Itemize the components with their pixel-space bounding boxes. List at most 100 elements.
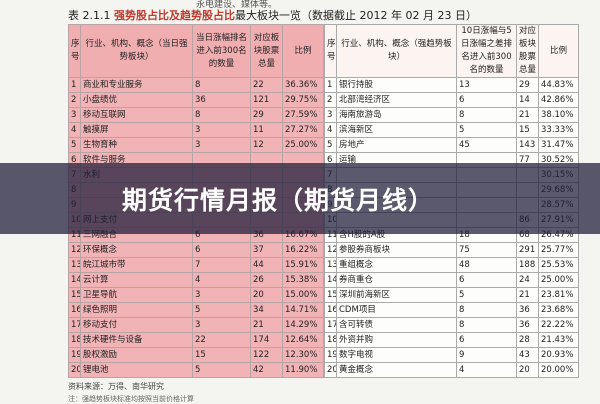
table-row: 1 银行持股 13 29 44.83% <box>324 77 579 93</box>
table-cell: 12 <box>324 242 337 258</box>
table-row: 18外资并购62821.43% <box>324 332 579 348</box>
table-cell: 20 <box>68 362 81 378</box>
table-cell: 卫星导航 <box>80 287 193 303</box>
table-cell: 23.81% <box>538 287 579 303</box>
table-cell: 291 <box>516 242 539 258</box>
table-row: 5 生物育种 3 12 25.00% <box>68 137 324 153</box>
table-row: 12环保概念63716.22% <box>68 242 324 258</box>
table-row: 3 移动互联网 8 29 27.59% <box>68 107 324 123</box>
table-cell: 8 <box>456 317 517 333</box>
table-cell: 皖江城市带 <box>80 257 193 273</box>
table-cell: 21.43% <box>538 332 579 348</box>
column-header: 10日涨幅与5日涨幅之差排名进入前300名的数量 <box>456 24 517 78</box>
table-row: 17含可转债83622.22% <box>324 317 579 333</box>
table-cell: 75 <box>456 242 517 258</box>
table-row: 12参股券商板块7529125.77% <box>324 242 579 258</box>
table-cell: 21 <box>516 107 539 123</box>
table-row: 2 北部湾经济区 6 14 42.86% <box>324 92 579 108</box>
table-cell: 1 <box>68 77 81 93</box>
table-cell: 移动互联网 <box>80 107 193 123</box>
table-cell: 银行持股 <box>336 77 457 93</box>
top-note: 永电建设、媒体等。 <box>196 0 278 10</box>
table-row: 19股权激励1512212.30% <box>68 347 324 363</box>
table-cell: 绿色照明 <box>80 302 193 318</box>
table-cell: 15.00% <box>282 287 324 303</box>
column-header: 序号 <box>68 24 81 78</box>
table-cell: 18 <box>324 332 337 348</box>
table-cell: 6 <box>192 242 251 258</box>
table-cell: 20.00% <box>538 362 579 378</box>
table-cell: 3 <box>68 107 81 123</box>
table-cell: 22 <box>250 77 283 93</box>
table-row: 16CDM项目83623.68% <box>324 302 579 318</box>
table-cell: 参股券商板块 <box>336 242 457 258</box>
footnote: 注：强趋势板块标准均按照当前价格计算 <box>68 395 194 403</box>
table-cell: 36.36% <box>282 77 324 93</box>
table-cell: 11 <box>250 122 283 138</box>
table-cell: 14 <box>324 272 337 288</box>
table-cell: 2 <box>324 92 337 108</box>
table-cell: 21 <box>250 317 283 333</box>
table-cell: 122 <box>250 347 283 363</box>
table-cell: 13 <box>456 77 517 93</box>
table-row: 18技术硬件与设备2217412.64% <box>68 332 324 348</box>
table-cell: 44 <box>250 257 283 273</box>
table-row: 15深圳前海新区52123.81% <box>324 287 579 303</box>
table-cell: 3 <box>192 317 251 333</box>
table-cell: 44.83% <box>538 77 579 93</box>
table-cell: 19 <box>324 347 337 363</box>
table-cell: 13 <box>68 257 81 273</box>
table-cell: 31.47% <box>538 137 579 153</box>
table-cell: 20 <box>324 362 337 378</box>
table-cell: 45 <box>456 137 517 153</box>
table-cell: 3 <box>192 122 251 138</box>
table-cell: 27.59% <box>282 107 324 123</box>
table-cell: 14 <box>68 272 81 288</box>
table-cell: 29 <box>516 77 539 93</box>
table-cell: 48 <box>456 257 517 273</box>
table-cell: 25.53% <box>538 257 579 273</box>
table-cell: 37 <box>250 242 283 258</box>
table-cell: 5 <box>192 362 251 378</box>
table-cell: 外资并购 <box>336 332 457 348</box>
table-cell: 29.75% <box>282 92 324 108</box>
table-cell: 20 <box>516 362 539 378</box>
table-cell: 14.29% <box>282 317 324 333</box>
table-cell: 17 <box>324 317 337 333</box>
table-cell: 19 <box>68 347 81 363</box>
table-row: 14券商重仓62425.00% <box>324 272 579 288</box>
table-cell: 含可转债 <box>336 317 457 333</box>
table-cell: 9 <box>456 347 517 363</box>
table-cell: 4 <box>68 122 81 138</box>
table-cell: 33.33% <box>538 122 579 138</box>
column-header: 当日涨幅排名进入前300名的数量 <box>192 24 251 78</box>
table-cell: 云计算 <box>80 272 193 288</box>
table-cell: 数字电视 <box>336 347 457 363</box>
table-row: 14云计算42615.38% <box>68 272 324 288</box>
table-cell: 房地产 <box>336 137 457 153</box>
table-cell: 1 <box>324 77 337 93</box>
table-cell: 3 <box>192 287 251 303</box>
table-cell: 42 <box>250 362 283 378</box>
column-header: 对应板块股票总量 <box>250 24 283 78</box>
table-cell: 5 <box>456 122 517 138</box>
table-cell: 121 <box>250 92 283 108</box>
table-caption: 表 2.1.1 强势股占比及趋势股占比最大板块一览（数据截止 2012 年 02… <box>68 9 477 23</box>
table-cell: 北部湾经济区 <box>336 92 457 108</box>
table-cell: 15.91% <box>282 257 324 273</box>
table-row: 13皖江城市带74415.91% <box>68 257 324 273</box>
table-cell: 7 <box>192 257 251 273</box>
table-cell: 券商重仓 <box>336 272 457 288</box>
table-cell: 3 <box>324 107 337 123</box>
table-cell: 深圳前海新区 <box>336 287 457 303</box>
table-cell: 174 <box>250 332 283 348</box>
table-cell: 15 <box>324 287 337 303</box>
table-cell: 小盘绩优 <box>80 92 193 108</box>
table-cell: 滨海新区 <box>336 122 457 138</box>
table-cell: 17 <box>68 317 81 333</box>
table-cell: 143 <box>516 137 539 153</box>
table-cell: 4 <box>192 272 251 288</box>
table-cell: 43 <box>516 347 539 363</box>
table-cell: 28 <box>516 332 539 348</box>
